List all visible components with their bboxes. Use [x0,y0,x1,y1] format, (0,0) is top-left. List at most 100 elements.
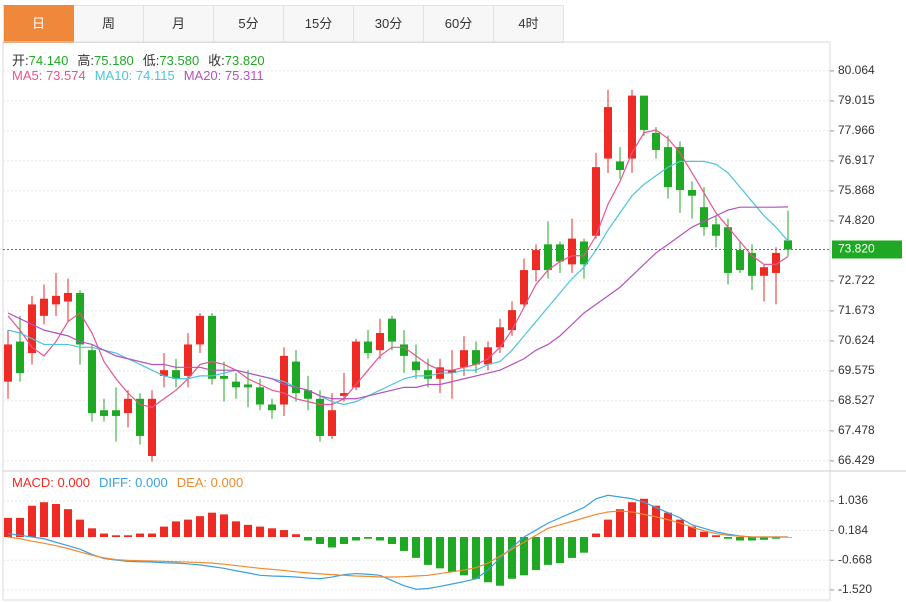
period-tab[interactable]: 月 [144,5,214,43]
y-tick-label: 80.064 [838,63,875,77]
candle-body [172,370,180,379]
macd-bar [40,502,48,538]
macd-bar [160,526,168,538]
indicator-line [7,160,789,406]
macd-bar [736,537,744,541]
macd-bar [136,533,144,538]
ohlc-value: 75.180 [94,53,134,68]
macd-bar [280,530,288,538]
candle-body [4,344,12,382]
candle-body [784,240,792,250]
candle-body [544,244,552,271]
candle-body [328,410,336,436]
period-tab[interactable]: 60分 [424,5,494,43]
macd-bar [64,509,72,538]
macd-bar [604,519,612,538]
macd-bar [88,528,96,538]
ohlc-item: 低:73.580 [143,53,199,68]
macd-bar [748,537,756,541]
y-tick-label: 0.184 [838,523,868,537]
candle-body [700,207,708,228]
macd-bar [16,517,24,538]
macd-bar [340,537,348,544]
period-tab[interactable]: 30分 [354,5,424,43]
macd-bar [448,537,456,572]
candle-body [280,355,288,405]
macd-bar [328,537,336,548]
ohlc-item: 收:73.820 [208,53,264,68]
macd-bar [472,537,480,579]
candle-body [616,161,624,170]
period-tab[interactable]: 15分 [284,5,354,43]
y-tick-label: 76.917 [838,153,875,167]
last-price-label: 73.820 [838,242,875,256]
candle-body [64,292,72,302]
macd-bar [256,526,264,538]
period-tabs: 日周月 5分 15分 30分 60分 4时 [3,5,564,43]
legend-entry: MA20: 75.311 [183,68,264,83]
macd-bar [664,512,672,538]
ohlc-item: 高:75.180 [77,53,133,68]
ohlc-label: 收: [208,53,225,68]
period-tab[interactable]: 5分 [214,5,284,43]
macd-bar [52,503,60,538]
candle-body [592,167,600,236]
macd-bar [172,521,180,538]
ohlc-value: 73.580 [159,53,200,68]
last-price-box [832,240,902,259]
candle-body [604,107,612,159]
y-tick-label: 72.722 [838,273,875,287]
candle-body [148,398,156,456]
macd-bar [640,498,648,538]
macd-bar [316,537,324,544]
legend-entry: DIFF: 0.000 [99,475,168,490]
candle-body [484,347,492,365]
candle-body [448,370,456,374]
candle-body [388,318,396,342]
candle-body [112,410,120,416]
legend-entry: MA5: 73.574 [12,68,86,83]
macd-bar [352,537,360,541]
period-tab[interactable]: 日 [3,5,74,43]
candle-body [40,298,48,316]
indicator-line [7,494,788,590]
macd-bar [364,537,372,539]
macd-bar [436,537,444,569]
y-tick-label: 77.966 [838,123,875,137]
period-tab[interactable]: 4时 [494,5,564,43]
y-tick-label: 1.036 [838,493,868,507]
macd-bar [208,512,216,538]
candle-body [712,224,720,236]
candle-body [340,393,348,396]
macd-bar [100,533,108,538]
candle-body [400,344,408,356]
frame [2,41,831,601]
indicator-line [7,510,788,578]
y-tick-label: -0.668 [838,552,872,566]
macd-bar [196,516,204,538]
macd-bar [724,537,732,539]
ma-legend: MA5: 73.574 MA10: 74.115 MA20: 75.311 [12,68,273,83]
candle-body [208,315,216,379]
macd-bar [292,534,300,538]
ohlc-item: 开:74.140 [12,53,68,68]
candle-body [472,350,480,365]
macd-bar [28,505,36,538]
macd-bar [700,531,708,538]
macd-bar [460,537,468,576]
candle-body [304,390,312,399]
candle-body [532,250,540,271]
candle-body [424,370,432,379]
macd-bar [544,537,552,565]
candle-body [736,250,744,271]
macd-bar [412,537,420,558]
candle-body [676,147,684,191]
y-tick-label: 70.624 [838,333,875,347]
candle-body [724,227,732,273]
macd-bar [652,505,660,538]
macd-bar [772,537,780,539]
macd-bar [592,533,600,538]
ohlc-label: 高: [77,53,95,68]
candle-body [412,361,420,371]
